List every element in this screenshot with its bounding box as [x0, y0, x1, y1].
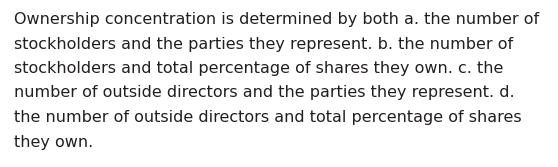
Text: Ownership concentration is determined by both a. the number of: Ownership concentration is determined by…	[14, 12, 539, 27]
Text: stockholders and the parties they represent. b. the number of: stockholders and the parties they repres…	[14, 37, 513, 51]
Text: stockholders and total percentage of shares they own. c. the: stockholders and total percentage of sha…	[14, 61, 503, 76]
Text: the number of outside directors and total percentage of shares: the number of outside directors and tota…	[14, 110, 522, 125]
Text: they own.: they own.	[14, 134, 93, 149]
Text: number of outside directors and the parties they represent. d.: number of outside directors and the part…	[14, 86, 514, 101]
